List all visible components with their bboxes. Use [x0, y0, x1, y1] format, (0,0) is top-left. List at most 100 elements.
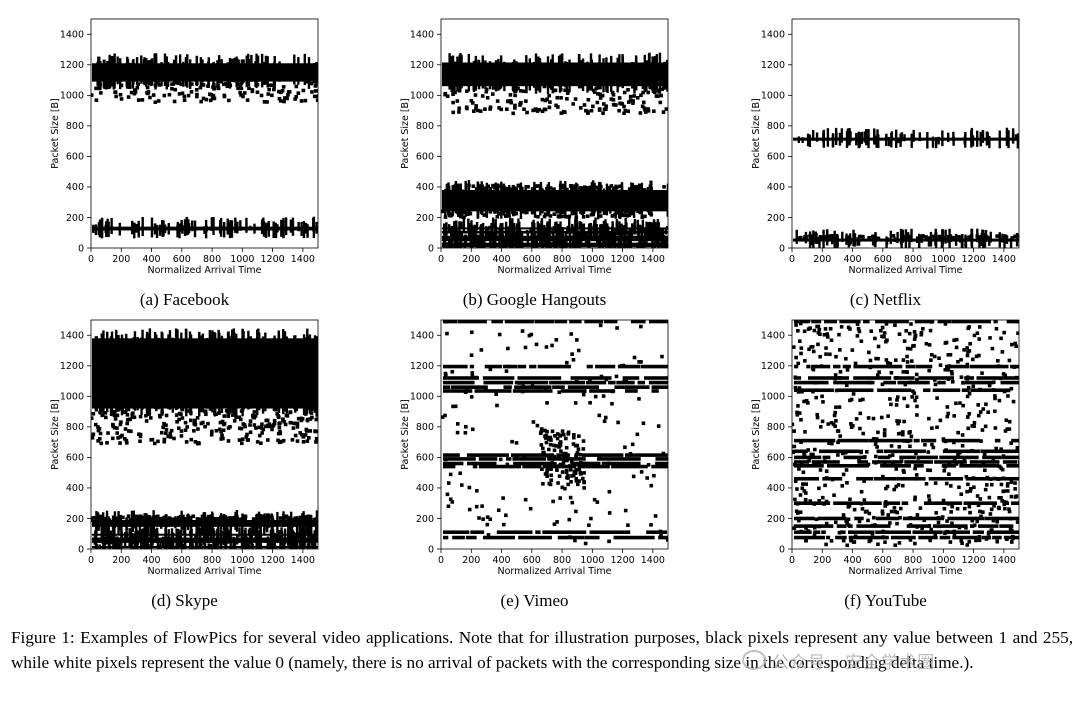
packet-edge — [133, 229, 136, 239]
packet-point — [868, 358, 873, 363]
packet-point — [153, 83, 158, 88]
packet-point — [795, 487, 799, 491]
packet-point — [976, 403, 981, 407]
packet-point — [306, 516, 311, 521]
packet-edge — [217, 80, 221, 84]
packet-point — [530, 384, 535, 389]
packet-line — [1010, 501, 1019, 505]
packet-edge — [290, 524, 294, 535]
packet-edge — [448, 85, 451, 90]
packet-point — [197, 517, 201, 522]
packet-line — [808, 376, 850, 380]
packet-point — [539, 443, 544, 447]
packet-edge — [107, 229, 110, 238]
packet-point — [162, 439, 167, 444]
packet-point — [309, 81, 314, 86]
packet-edge — [970, 127, 974, 139]
packet-point — [301, 440, 306, 444]
packet-edge — [853, 233, 857, 240]
packet-edge — [964, 139, 967, 141]
packet-edge — [289, 229, 293, 233]
packet-line — [443, 530, 470, 535]
packet-point — [315, 413, 318, 417]
packet-edge — [171, 407, 174, 413]
packet-edge — [193, 229, 197, 238]
packet-point — [882, 463, 887, 467]
packet-edge — [903, 134, 906, 139]
packet-line — [867, 364, 903, 369]
packet-point — [165, 518, 169, 523]
packet-point — [958, 236, 963, 240]
packet-point — [1005, 482, 1010, 486]
packet-edge — [636, 185, 639, 191]
packet-edge — [230, 329, 234, 340]
x-tick-label: 800 — [203, 555, 221, 566]
packet-edge — [515, 232, 518, 237]
packet-line — [876, 449, 884, 454]
packet-edge — [280, 527, 283, 535]
packet-edge — [214, 407, 217, 415]
packet-line — [651, 389, 659, 393]
packet-point — [908, 538, 913, 542]
packet-edge — [499, 61, 502, 64]
packet-edge — [610, 85, 613, 92]
packet-point — [522, 455, 527, 460]
packet-line — [644, 376, 668, 380]
packet-point — [570, 474, 574, 478]
packet-point — [829, 539, 834, 543]
packet-point — [896, 483, 901, 487]
packet-point — [175, 420, 179, 424]
packet-edge — [116, 80, 119, 85]
packet-point — [944, 481, 949, 486]
packet-point — [874, 356, 878, 361]
packet-edge — [255, 53, 258, 65]
packet-edge — [565, 61, 568, 64]
packet-edge — [1009, 240, 1013, 248]
packet-edge — [655, 240, 659, 245]
packet-point — [794, 320, 798, 323]
packet-edge — [568, 228, 572, 237]
packet-point — [266, 92, 271, 96]
packet-point — [933, 382, 938, 387]
packet-edge — [299, 542, 302, 547]
packet-point — [946, 502, 951, 506]
packet-edge — [477, 85, 481, 90]
packet-point — [802, 455, 806, 460]
packet-edge — [266, 536, 270, 547]
packet-point — [100, 413, 105, 418]
packet-edge — [655, 54, 659, 64]
packet-edge — [170, 547, 173, 549]
packet-point — [888, 388, 892, 392]
packet-edge — [899, 240, 903, 245]
packet-edge — [581, 232, 585, 235]
packet-edge — [167, 223, 170, 228]
packet-line — [510, 453, 555, 457]
packet-edge — [245, 536, 249, 539]
packet-point — [203, 409, 208, 414]
packet-point — [172, 517, 177, 522]
packet-edge — [298, 524, 302, 535]
packet-point — [622, 104, 626, 109]
packet-point — [460, 209, 465, 214]
packet-point — [623, 209, 628, 214]
packet-point — [947, 364, 952, 368]
packet-line — [522, 464, 542, 469]
packet-edge — [239, 229, 242, 231]
packet-edge — [952, 136, 955, 139]
packet-point — [908, 347, 913, 351]
packet-edge — [545, 246, 548, 248]
packet-point — [270, 427, 274, 432]
packet-edge — [841, 231, 844, 240]
packet-point — [445, 187, 450, 192]
packet-point — [960, 541, 964, 546]
packet-point — [965, 375, 970, 380]
packet-point — [558, 443, 563, 447]
packet-point — [627, 211, 632, 215]
packet-line — [567, 385, 600, 389]
packet-edge — [107, 525, 110, 534]
packet-edge — [874, 240, 877, 244]
packet-point — [283, 422, 288, 427]
packet-point — [446, 209, 451, 214]
packet-edge — [443, 238, 447, 244]
packet-edge — [203, 530, 206, 539]
